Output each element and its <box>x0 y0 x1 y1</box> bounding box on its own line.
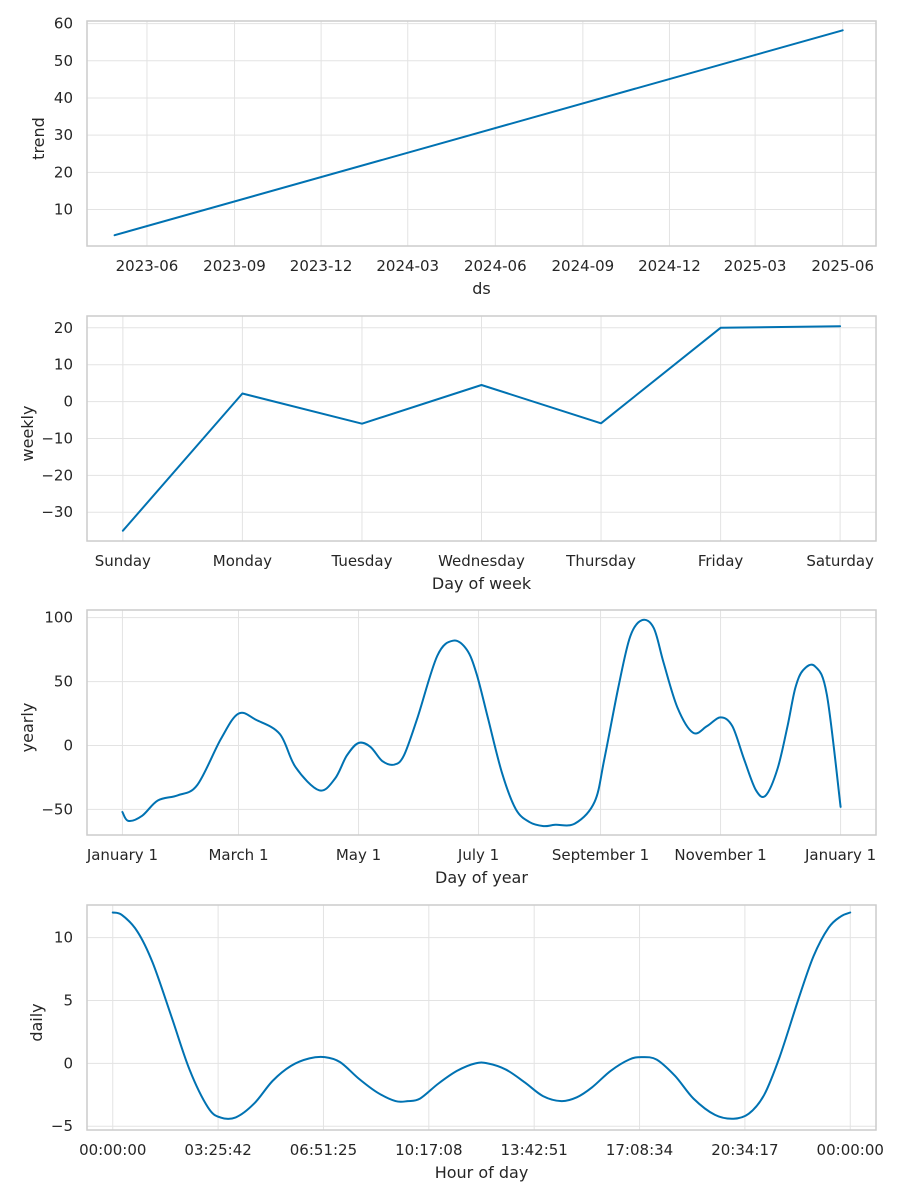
daily-x-tick-label: 13:42:51 <box>500 1141 567 1159</box>
yearly-grid <box>87 610 876 835</box>
trend-grid <box>87 21 876 246</box>
trend-x-tick-label: 2025-03 <box>724 257 787 275</box>
trend-y-tick-label: 30 <box>54 126 73 144</box>
trend-plot-frame <box>86 20 877 247</box>
trend-y-tick-label: 60 <box>54 15 73 33</box>
weekly-plot-frame <box>86 315 877 542</box>
weekly-y-tick-label: 10 <box>54 356 73 374</box>
daily-x-axis-label: Hour of day <box>435 1163 529 1182</box>
daily-x-tick-label: 20:34:17 <box>711 1141 778 1159</box>
daily-x-tick-label: 00:00:00 <box>817 1141 884 1159</box>
weekly-line <box>121 325 842 532</box>
yearly-y-tick-label: −50 <box>41 800 73 818</box>
trend-x-tick-label: 2023-12 <box>290 257 353 275</box>
weekly-ticks: Sunday Monday Tuesday Wednesday Thursday Frid… <box>41 319 874 570</box>
weekly-x-tick-label: Saturday <box>806 552 874 570</box>
trend-x-tick-label: 2024-06 <box>464 257 527 275</box>
trend-x-tick-label: 2023-09 <box>203 257 266 275</box>
yearly-ticks: January 1 March 1 May 1 July 1 September 1 No… <box>41 609 876 864</box>
daily-y-axis-label: daily <box>27 1003 46 1041</box>
daily-x-tick-label: 17:08:34 <box>606 1141 673 1159</box>
weekly-grid <box>87 316 876 541</box>
weekly-x-tick-label: Sunday <box>95 552 151 570</box>
yearly-y-tick-label: 100 <box>44 609 73 627</box>
weekly-y-tick-label: 20 <box>54 319 73 337</box>
yearly-y-tick-label: 50 <box>54 673 73 691</box>
weekly-y-tick-label: −10 <box>41 429 73 447</box>
yearly-x-tick-label: January 1 <box>804 846 876 864</box>
daily-line <box>111 911 852 1120</box>
weekly-x-tick-label: Thursday <box>565 552 636 570</box>
weekly-x-tick-label: Monday <box>213 552 272 570</box>
trend-ticks: 2023-06 2023-09 2023-12 2024-03 2024-06 2024-… <box>54 15 874 275</box>
yearly-x-tick-label: May 1 <box>336 846 381 864</box>
yearly-x-tick-label: November 1 <box>674 846 766 864</box>
trend-y-tick-label: 40 <box>54 89 73 107</box>
trend-y-axis-label: trend <box>29 117 48 160</box>
daily-ticks: 00:00:00 03:25:42 06:51:25 10:17:08 13:42:51… <box>51 929 884 1159</box>
yearly-panel: January 1 March 1 May 1 July 1 September 1 No… <box>18 609 877 887</box>
daily-panel: 00:00:00 03:25:42 06:51:25 10:17:08 13:42:51… <box>27 904 884 1182</box>
daily-y-tick-label: 5 <box>63 992 73 1010</box>
trend-x-tick-label: 2024-09 <box>552 257 615 275</box>
weekly-x-tick-label: Wednesday <box>438 552 525 570</box>
weekly-y-tick-label: −20 <box>41 466 73 484</box>
yearly-line <box>121 618 842 828</box>
trend-x-tick-label: 2024-12 <box>638 257 701 275</box>
trend-panel: 2023-06 2023-09 2023-12 2024-03 2024-06 2024-… <box>29 15 877 298</box>
yearly-x-tick-label: March 1 <box>208 846 268 864</box>
trend-x-axis-label: ds <box>472 279 491 298</box>
daily-y-tick-label: 0 <box>63 1054 73 1072</box>
yearly-y-axis-label: yearly <box>18 703 37 753</box>
daily-x-tick-label: 03:25:42 <box>184 1141 251 1159</box>
yearly-x-tick-label: January 1 <box>86 846 158 864</box>
yearly-x-tick-label: July 1 <box>457 846 499 864</box>
trend-x-tick-label: 2023-06 <box>116 257 179 275</box>
weekly-panel: Sunday Monday Tuesday Wednesday Thursday Frid… <box>18 315 877 593</box>
yearly-plot-frame <box>86 609 877 836</box>
trend-y-tick-label: 10 <box>54 201 73 219</box>
weekly-y-tick-label: −30 <box>41 503 73 521</box>
yearly-y-tick-label: 0 <box>63 737 73 755</box>
trend-x-tick-label: 2024-03 <box>376 257 439 275</box>
daily-x-tick-label: 10:17:08 <box>395 1141 462 1159</box>
daily-y-tick-label: −5 <box>51 1117 73 1135</box>
yearly-x-axis-label: Day of year <box>435 868 528 887</box>
daily-x-tick-label: 00:00:00 <box>79 1141 146 1159</box>
weekly-y-axis-label: weekly <box>18 406 37 462</box>
daily-plot-frame <box>86 904 877 1131</box>
yearly-x-tick-label: September 1 <box>552 846 649 864</box>
weekly-x-tick-label: Friday <box>698 552 744 570</box>
daily-x-tick-label: 06:51:25 <box>290 1141 357 1159</box>
trend-line <box>113 29 844 237</box>
daily-grid <box>87 905 876 1130</box>
weekly-x-axis-label: Day of week <box>432 574 532 593</box>
trend-x-tick-label: 2025-06 <box>811 257 874 275</box>
weekly-y-tick-label: 0 <box>63 393 73 411</box>
trend-y-tick-label: 20 <box>54 163 73 181</box>
daily-y-tick-label: 10 <box>54 929 73 947</box>
weekly-x-tick-label: Tuesday <box>330 552 392 570</box>
trend-y-tick-label: 50 <box>54 52 73 70</box>
